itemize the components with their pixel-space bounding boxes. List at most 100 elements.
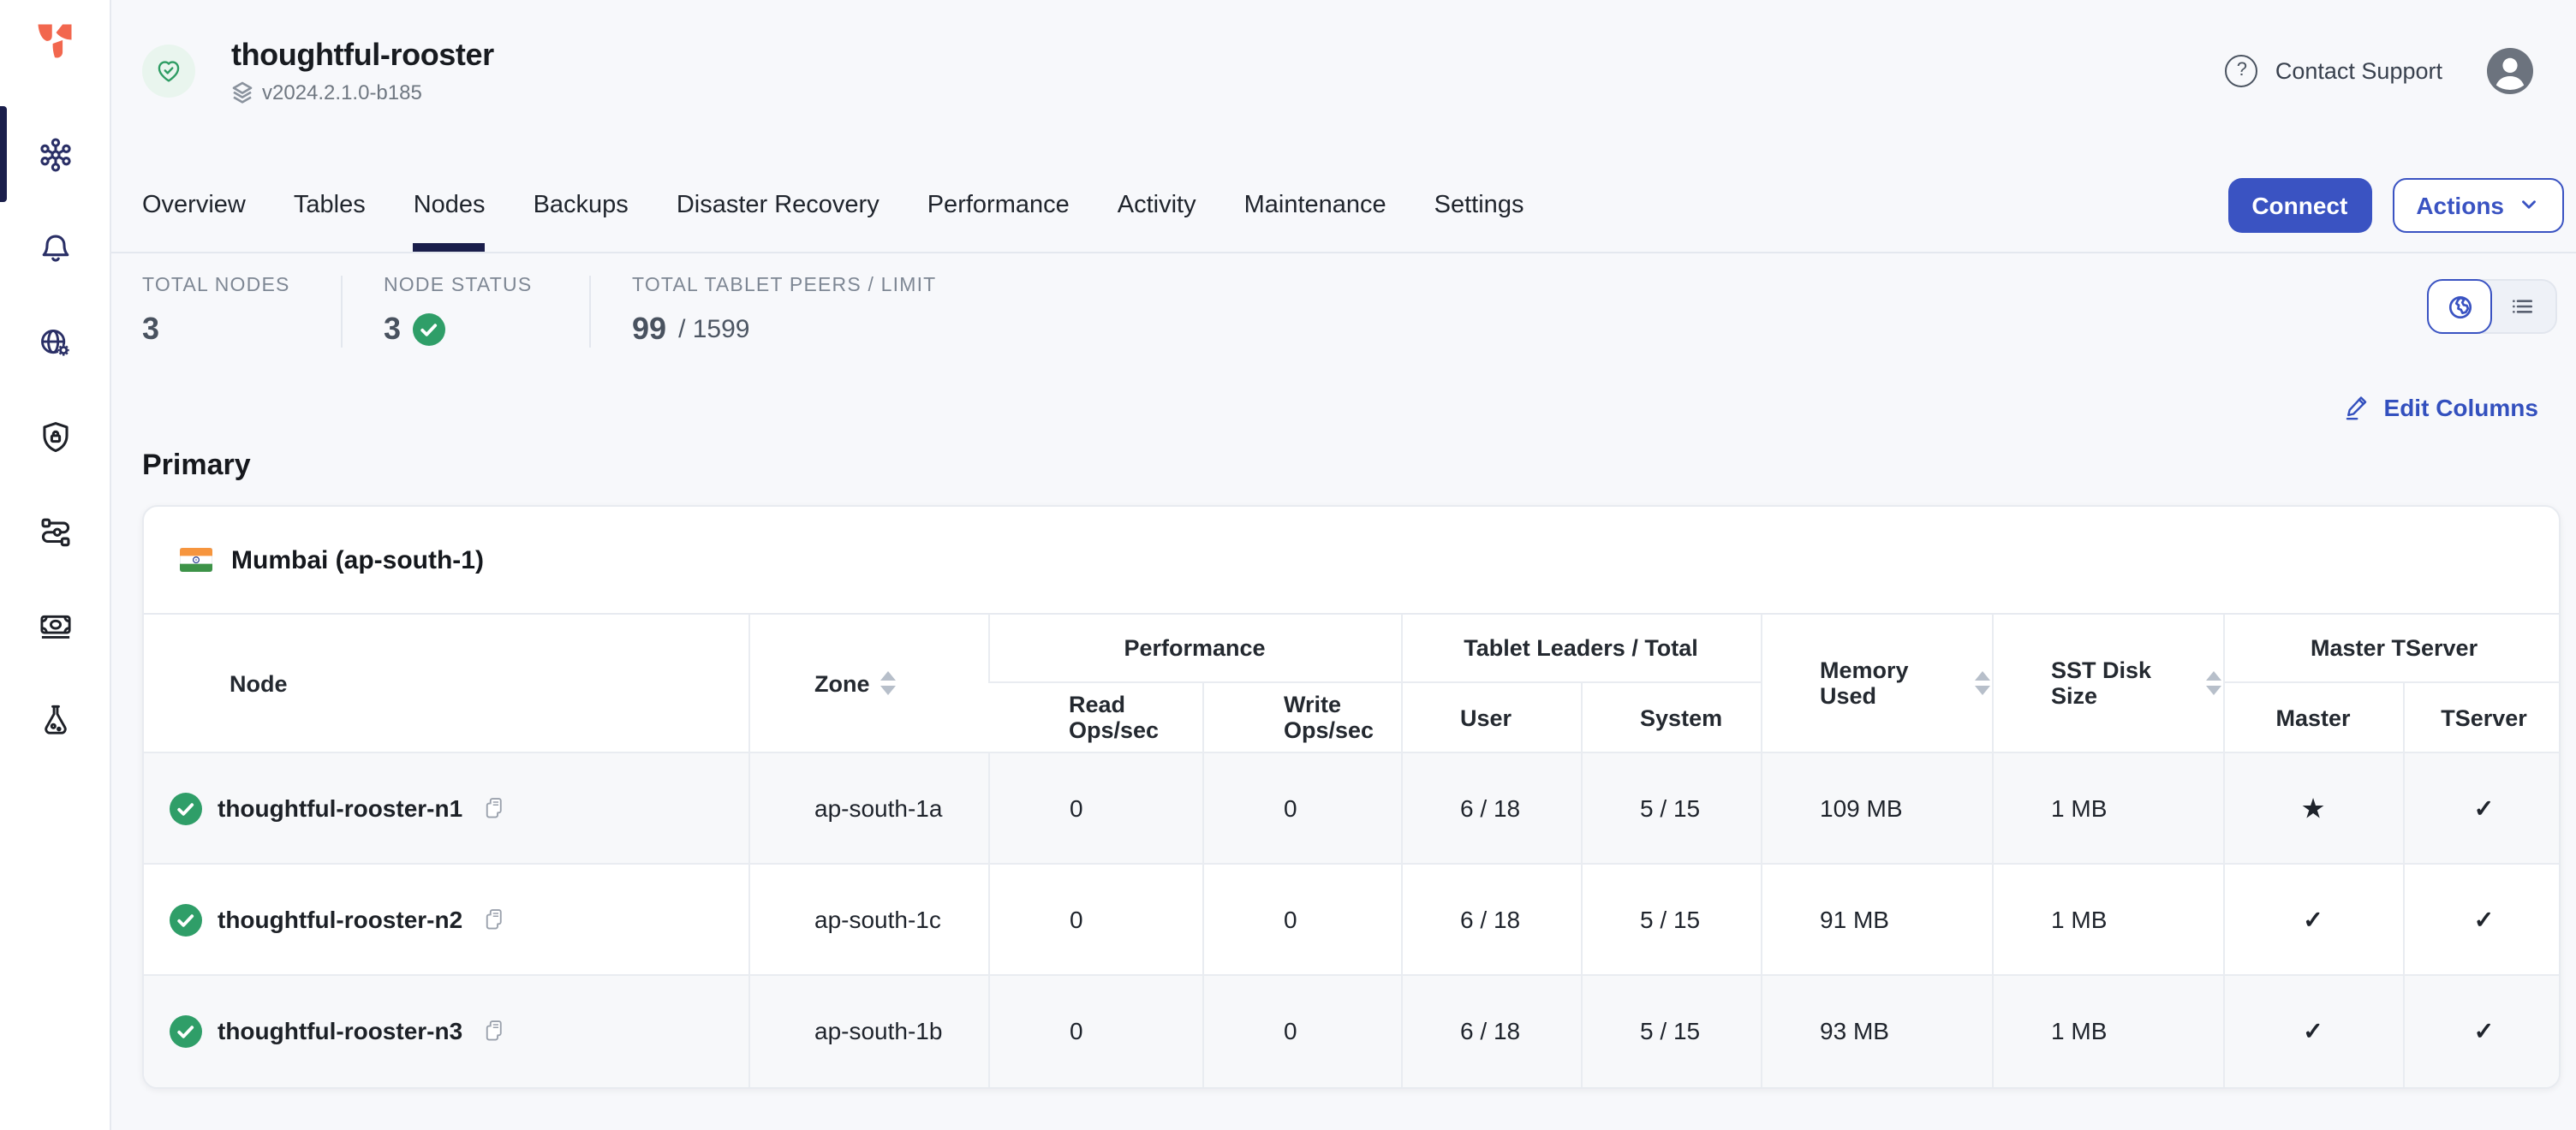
connect-button[interactable]: Connect <box>2227 177 2372 232</box>
cell-tserver-check: ✓ <box>2402 752 2559 864</box>
stat-tablet-peers: TOTAL TABLET PEERS / LIMIT 99 / 1599 <box>632 276 977 348</box>
col-group-performance: Performance <box>987 613 1402 683</box>
col-header-memory[interactable]: Memory Used <box>1760 613 1993 752</box>
cell-user-tablets: 6 / 18 <box>1400 974 1582 1086</box>
nav-network-globe-gear-icon[interactable] <box>17 305 92 380</box>
stats-row: TOTAL NODES 3 NODE STATUS 3 TOTAL TABLET… <box>111 253 2576 348</box>
map-view-toggle[interactable] <box>2427 279 2492 334</box>
tab-tables[interactable]: Tables <box>293 191 366 218</box>
col-header-memory-label: Memory Used <box>1820 657 1909 709</box>
cell-system-tablets: 5 / 15 <box>1580 863 1762 975</box>
tab-overview[interactable]: Overview <box>142 191 246 218</box>
cell-read-ops: 0 <box>987 752 1202 864</box>
col-header-tserver: TServer <box>2402 682 2559 752</box>
col-header-user: User <box>1400 682 1582 752</box>
cell-master-check: ✓ <box>2222 863 2404 975</box>
cell-read-ops: 0 <box>987 974 1202 1086</box>
tab-maintenance[interactable]: Maintenance <box>1243 191 1386 218</box>
tab-performance[interactable]: Performance <box>927 191 1070 218</box>
nav-security-shield-lock-icon[interactable] <box>17 399 92 474</box>
cell-write-ops: 0 <box>1201 863 1402 975</box>
cell-tserver-check: ✓ <box>2402 974 2559 1086</box>
region-title: Mumbai (ap-south-1) <box>231 545 484 574</box>
col-header-sst[interactable]: SST Disk Size <box>1991 613 2224 752</box>
nav-billing-banknote-icon[interactable] <box>17 587 92 663</box>
col-group-master-tserver: Master TServer <box>2222 613 2559 683</box>
cell-write-ops: 0 <box>1201 752 1402 864</box>
nav-integrations-flow-icon[interactable] <box>17 493 92 568</box>
copy-icon[interactable] <box>481 906 507 933</box>
node-name[interactable]: thoughtful-rooster-n3 <box>218 1017 463 1045</box>
main-content: thoughtful-rooster v2024.2.1.0-b185 ? Co… <box>111 0 2576 1130</box>
tab-disaster-recovery[interactable]: Disaster Recovery <box>676 191 880 218</box>
region-card: Mumbai (ap-south-1) Node Zone Performanc… <box>142 505 2561 1088</box>
cell-sst-size: 1 MB <box>1991 863 2224 975</box>
cell-sst-size: 1 MB <box>1991 752 2224 864</box>
col-header-read-ops: Read Ops/sec <box>988 682 1202 752</box>
stat-label: TOTAL TABLET PEERS / LIMIT <box>632 276 937 296</box>
col-header-sst-label: SST Disk Size <box>2051 657 2152 709</box>
tab-backups[interactable]: Backups <box>533 191 629 218</box>
cell-system-tablets: 5 / 15 <box>1580 974 1762 1086</box>
user-avatar[interactable] <box>2487 47 2533 93</box>
col-header-node[interactable]: Node <box>144 613 748 752</box>
check-circle-icon <box>413 313 446 346</box>
col-header-zone[interactable]: Zone <box>748 613 988 752</box>
table-row: thoughtful-rooster-n2 ap-south-1c 0 0 6 … <box>144 863 2559 975</box>
cell-zone: ap-south-1c <box>748 863 988 975</box>
help-question-icon[interactable]: ? <box>2225 54 2258 86</box>
section-title: Primary <box>142 449 251 481</box>
tab-bar: Overview Tables Nodes Backups Disaster R… <box>111 158 2576 253</box>
sidebar-nav <box>17 116 92 776</box>
edit-columns-link[interactable]: Edit Columns <box>111 348 2576 421</box>
layers-icon <box>232 80 253 103</box>
view-toggle <box>2427 279 2557 334</box>
sort-icon[interactable] <box>2205 671 2221 695</box>
node-name[interactable]: thoughtful-rooster-n1 <box>218 794 463 822</box>
copy-icon[interactable] <box>481 1018 507 1045</box>
actions-dropdown-button[interactable]: Actions <box>2392 177 2564 232</box>
stat-node-status: NODE STATUS 3 <box>384 276 591 348</box>
tab-activity[interactable]: Activity <box>1117 191 1196 218</box>
stat-total-nodes: TOTAL NODES 3 <box>142 276 343 348</box>
nav-labs-flask-icon[interactable] <box>17 681 92 757</box>
list-icon <box>2513 300 2533 313</box>
cluster-health-badge <box>142 44 195 97</box>
cell-memory: 91 MB <box>1760 863 1993 975</box>
sort-icon[interactable] <box>1974 671 1990 695</box>
col-header-write-ops: Write Ops/sec <box>1201 682 1402 752</box>
cell-write-ops: 0 <box>1201 974 1402 1086</box>
stat-label: TOTAL NODES <box>142 276 290 296</box>
india-flag-icon <box>180 548 212 572</box>
topbar: thoughtful-rooster v2024.2.1.0-b185 ? Co… <box>111 0 2576 123</box>
yugabyte-logo-icon[interactable] <box>33 19 77 72</box>
active-nav-indicator <box>0 106 7 202</box>
node-name[interactable]: thoughtful-rooster-n2 <box>218 906 463 933</box>
cell-master-leader-star: ★ <box>2222 752 2404 864</box>
edit-columns-label: Edit Columns <box>2383 393 2538 420</box>
heart-check-icon <box>158 60 180 81</box>
col-header-zone-label: Zone <box>814 670 870 696</box>
col-header-master: Master <box>2222 682 2404 752</box>
stat-value: 99 <box>632 312 667 346</box>
cell-user-tablets: 6 / 18 <box>1400 863 1582 975</box>
nav-alerts-bell-icon[interactable] <box>17 211 92 286</box>
cell-master-check: ✓ <box>2222 974 2404 1086</box>
stat-label: NODE STATUS <box>384 276 533 296</box>
nav-clusters-hub-icon[interactable] <box>17 116 92 192</box>
cell-tserver-check: ✓ <box>2402 863 2559 975</box>
list-view-toggle[interactable] <box>2490 279 2555 334</box>
copy-icon[interactable] <box>481 794 507 822</box>
version-label: v2024.2.1.0-b185 <box>262 80 422 104</box>
cell-system-tablets: 5 / 15 <box>1580 752 1762 864</box>
cell-memory: 93 MB <box>1760 974 1993 1086</box>
globe-icon <box>2448 294 2472 318</box>
table-row: thoughtful-rooster-n3 ap-south-1b 0 0 6 … <box>144 974 2559 1086</box>
contact-support-link[interactable]: Contact Support <box>2275 57 2442 83</box>
cell-zone: ap-south-1b <box>748 974 988 1086</box>
tab-settings[interactable]: Settings <box>1434 191 1524 218</box>
region-card-header: Mumbai (ap-south-1) <box>144 507 2559 613</box>
tab-nodes[interactable]: Nodes <box>413 158 486 252</box>
sort-icon[interactable] <box>880 671 896 695</box>
cell-user-tablets: 6 / 18 <box>1400 752 1582 864</box>
